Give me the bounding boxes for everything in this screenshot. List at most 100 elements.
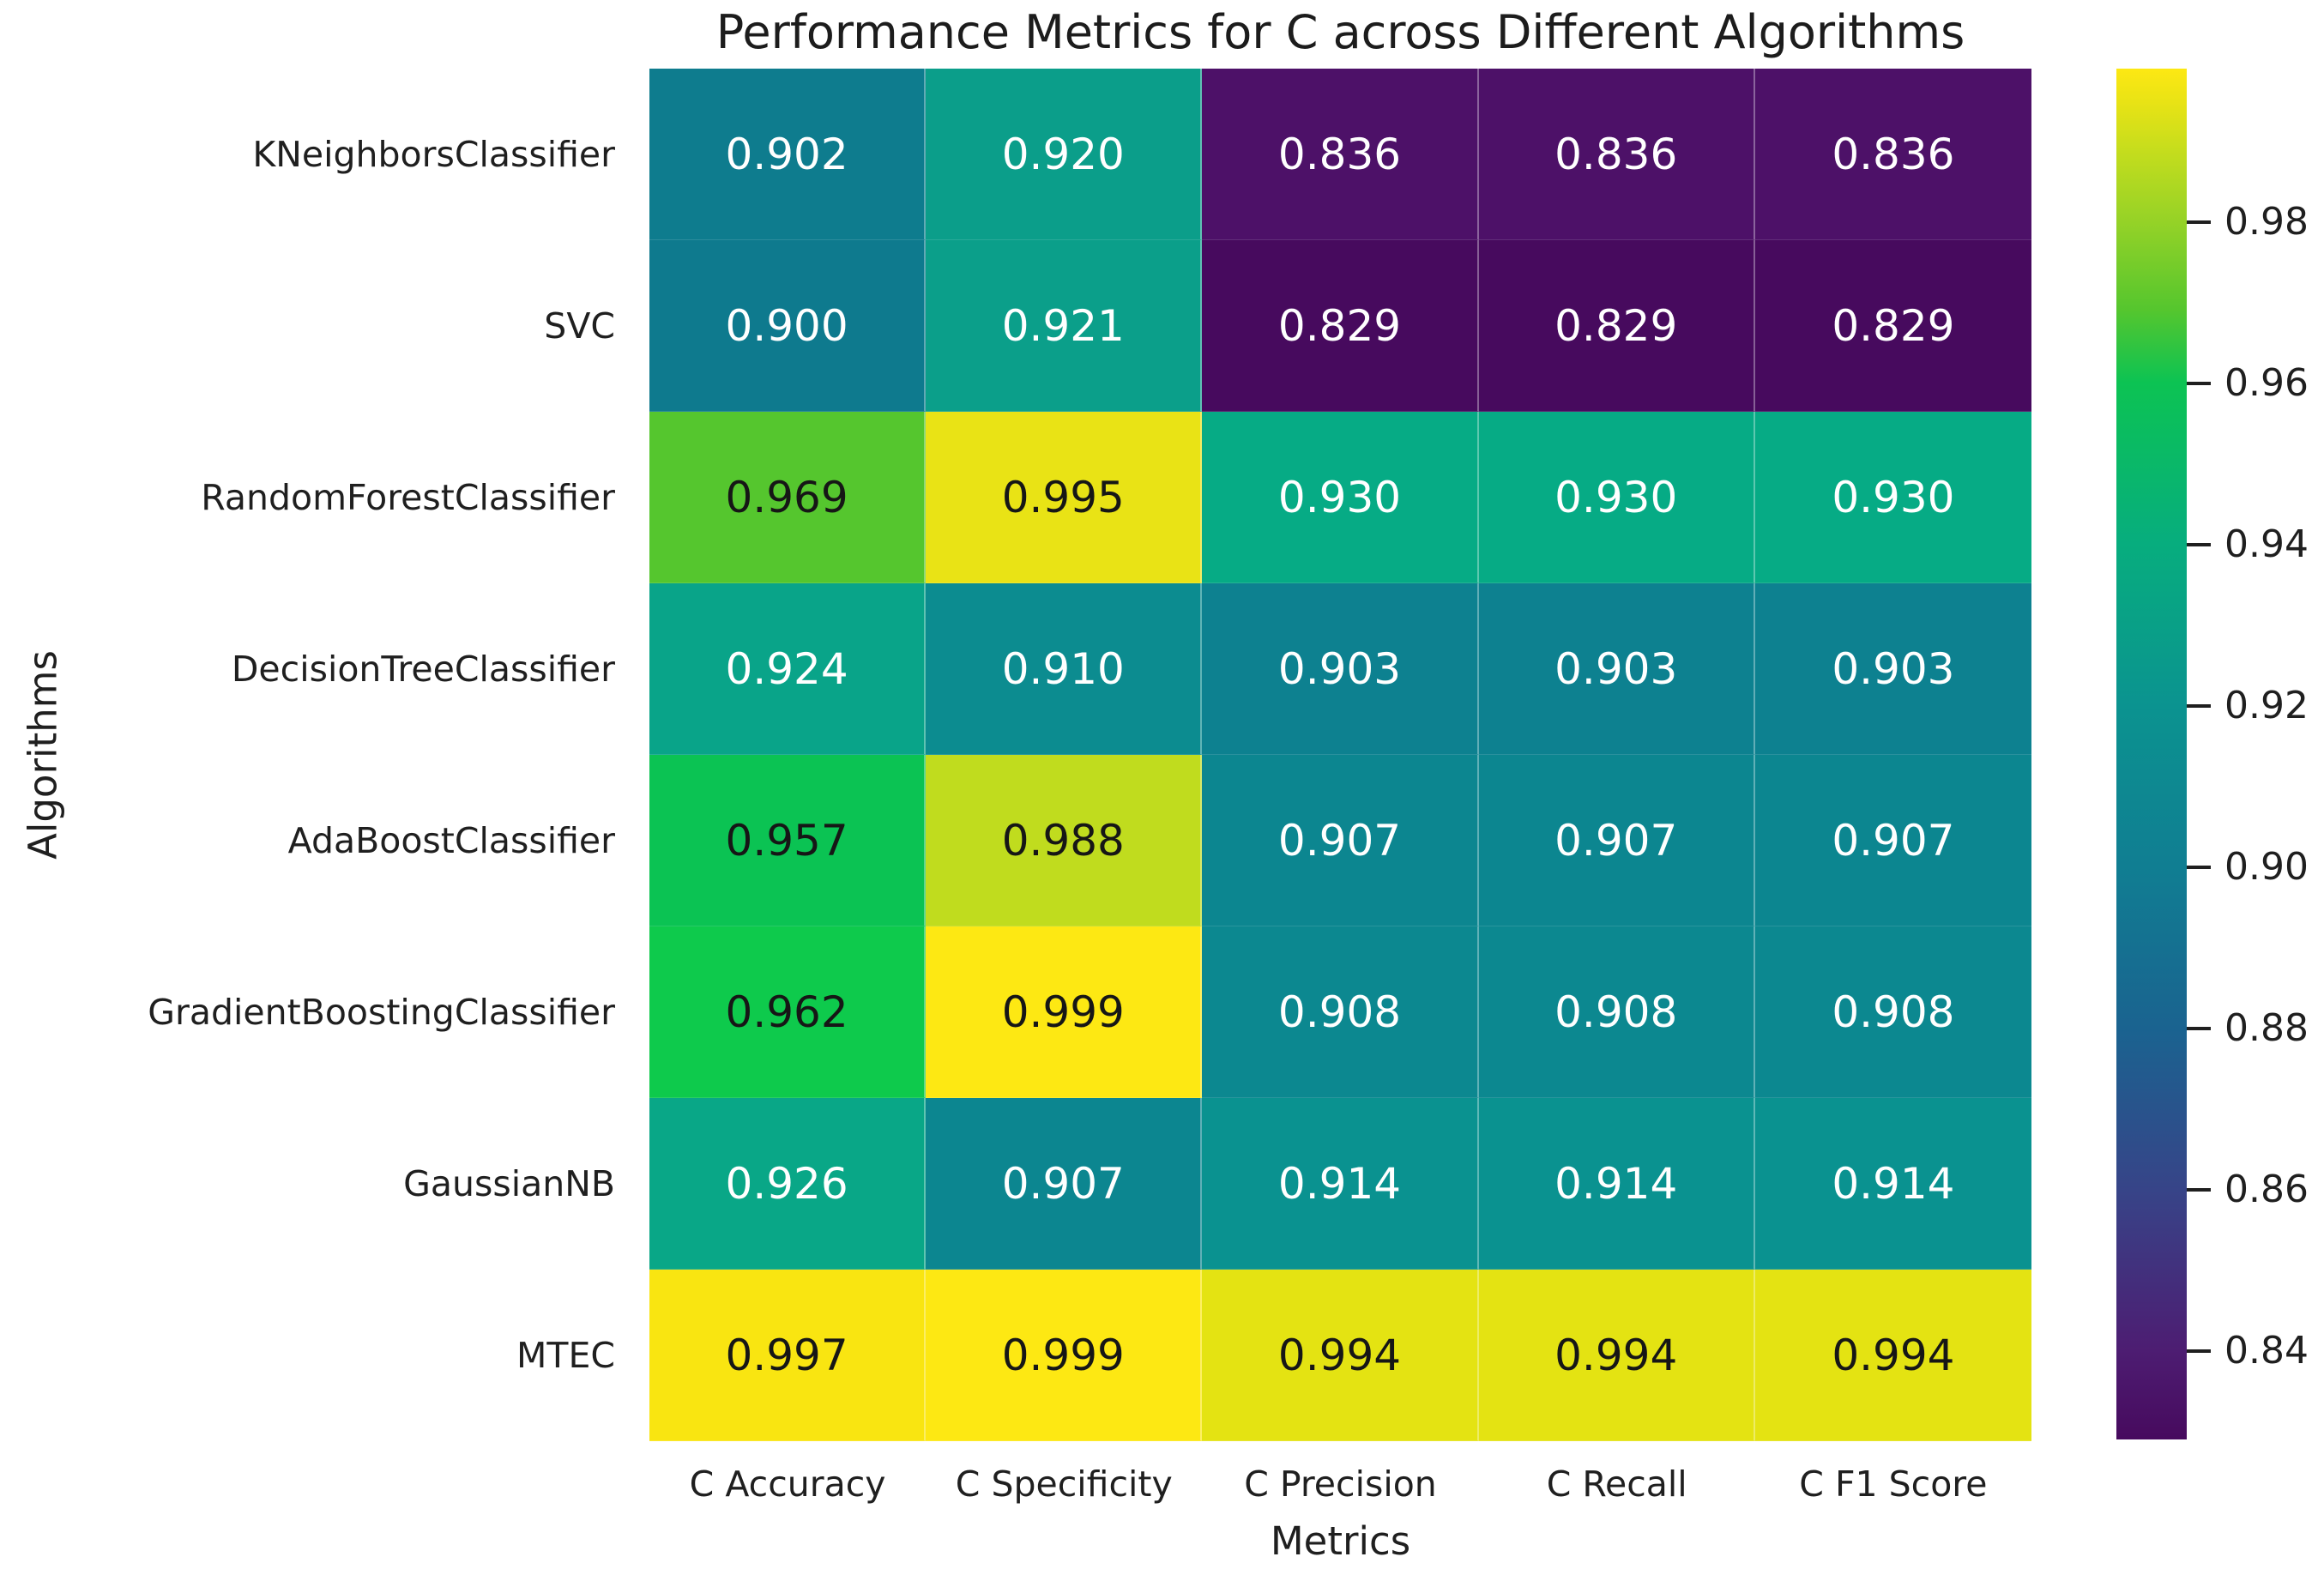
- heatmap-cell: 0.988: [926, 755, 1203, 926]
- x-tick-label: C F1 Score: [1799, 1463, 1988, 1505]
- heatmap-cell: 0.921: [926, 240, 1203, 412]
- heatmap-cell: 0.924: [649, 583, 927, 755]
- heatmap: 0.902 0.920 0.836 0.836 0.836 0.900 0.921 0.829…: [649, 69, 2031, 1441]
- cell-value: 0.829: [1554, 300, 1678, 351]
- heatmap-cell: 0.910: [926, 583, 1203, 755]
- heatmap-cell: 0.995: [926, 412, 1203, 583]
- cell-value: 0.920: [1001, 129, 1125, 179]
- cell-value: 0.903: [1832, 643, 1955, 694]
- cell-value: 0.829: [1832, 300, 1955, 351]
- heatmap-cell: 0.908: [1478, 926, 1755, 1098]
- cell-value: 0.908: [1832, 987, 1955, 1037]
- colorbar-tick: 0.96: [2187, 360, 2309, 405]
- heatmap-cell: 0.994: [1478, 1270, 1755, 1441]
- heatmap-cell: 0.829: [1754, 240, 2031, 412]
- colorbar-tick-mark: [2187, 542, 2211, 546]
- x-tick-labels: C Accuracy C Specificity C Precision C Reca…: [649, 1463, 2031, 1512]
- x-axis-label: Metrics: [1270, 1518, 1411, 1564]
- cell-value: 0.914: [1832, 1158, 1955, 1209]
- cell-value: 0.962: [725, 987, 848, 1037]
- heatmap-cell: 0.836: [1478, 69, 1755, 240]
- chart-title: Performance Metrics for C across Differe…: [715, 5, 1965, 59]
- y-tick-label: RandomForestClassifier: [201, 477, 615, 518]
- cell-value: 0.836: [1277, 129, 1402, 179]
- heatmap-cell: 0.903: [1202, 583, 1479, 755]
- heatmap-cell: 0.930: [1202, 412, 1479, 583]
- colorbar-tick-mark: [2187, 1187, 2211, 1192]
- heatmap-cell: 0.908: [1754, 926, 2031, 1098]
- colorbar-tick: 0.84: [2187, 1328, 2309, 1373]
- y-tick-label: DecisionTreeClassifier: [231, 649, 615, 690]
- cell-value: 0.957: [725, 815, 848, 866]
- x-tick-label: C Accuracy: [689, 1463, 886, 1505]
- heatmap-cell: 0.907: [1202, 755, 1479, 926]
- heatmap-cell: 0.997: [649, 1270, 927, 1441]
- colorbar-tick-label: 0.90: [2224, 844, 2309, 889]
- cell-value: 0.995: [1001, 472, 1125, 522]
- heatmap-cell: 0.914: [1754, 1098, 2031, 1270]
- cell-value: 0.836: [1832, 129, 1955, 179]
- heatmap-cell: 0.957: [649, 755, 927, 926]
- colorbar-tick-mark: [2187, 220, 2211, 224]
- colorbar: [2116, 69, 2187, 1439]
- cell-value: 0.903: [1554, 643, 1678, 694]
- heatmap-cell: 0.920: [926, 69, 1203, 240]
- cell-value: 0.910: [1001, 643, 1125, 694]
- colorbar-tick-label: 0.84: [2224, 1328, 2309, 1373]
- x-tick-label: C Precision: [1244, 1463, 1437, 1505]
- colorbar-tick-mark: [2187, 703, 2211, 708]
- cell-value: 0.999: [1001, 987, 1125, 1037]
- heatmap-cell: 0.903: [1478, 583, 1755, 755]
- heatmap-cell: 0.907: [926, 1098, 1203, 1270]
- heatmap-cell: 0.829: [1202, 240, 1479, 412]
- colorbar-tick-mark: [2187, 1026, 2211, 1030]
- cell-value: 0.914: [1554, 1158, 1678, 1209]
- heatmap-cell: 0.994: [1202, 1270, 1479, 1441]
- heatmap-cell: 0.908: [1202, 926, 1479, 1098]
- heatmap-cell: 0.914: [1202, 1098, 1479, 1270]
- heatmap-cell: 0.999: [926, 1270, 1203, 1441]
- cell-value: 0.907: [1277, 815, 1402, 866]
- y-tick-labels: KNeighborsClassifier SVC RandomForestClass…: [0, 69, 632, 1441]
- cell-value: 0.988: [1001, 815, 1125, 866]
- colorbar-tick: 0.86: [2187, 1170, 2309, 1209]
- colorbar-tick-label: 0.98: [2224, 199, 2309, 244]
- heatmap-cell: 0.902: [649, 69, 927, 240]
- cell-value: 0.914: [1277, 1158, 1402, 1209]
- colorbar-tick-mark: [2187, 381, 2211, 385]
- colorbar-ticks: 0.98 0.96 0.94 0.92 0.90 0.88 0.86 0.84: [2187, 69, 2324, 1439]
- colorbar-tick-label: 0.96: [2224, 360, 2309, 405]
- y-tick-label: GaussianNB: [403, 1163, 615, 1204]
- heatmap-cell: 0.836: [1754, 69, 2031, 240]
- cell-value: 0.907: [1001, 1158, 1125, 1209]
- heatmap-cell: 0.969: [649, 412, 927, 583]
- cell-value: 0.994: [1277, 1330, 1402, 1380]
- cell-value: 0.930: [1277, 472, 1402, 522]
- cell-value: 0.969: [725, 472, 848, 522]
- colorbar-tick-mark: [2187, 865, 2211, 869]
- heatmap-cell: 0.907: [1478, 755, 1755, 926]
- cell-value: 0.908: [1277, 987, 1402, 1037]
- cell-value: 0.997: [725, 1330, 848, 1380]
- heatmap-cell: 0.829: [1478, 240, 1755, 412]
- heatmap-cell: 0.999: [926, 926, 1203, 1098]
- cell-value: 0.994: [1554, 1330, 1678, 1380]
- y-tick-label: MTEC: [516, 1335, 615, 1376]
- colorbar-tick-label: 0.94: [2224, 522, 2309, 566]
- cell-value: 0.926: [725, 1158, 848, 1209]
- cell-value: 0.836: [1554, 129, 1678, 179]
- cell-value: 0.908: [1554, 987, 1678, 1037]
- x-tick-label: C Specificity: [955, 1463, 1173, 1505]
- cell-value: 0.994: [1832, 1330, 1955, 1380]
- heatmap-cell: 0.907: [1754, 755, 2031, 926]
- cell-value: 0.930: [1832, 472, 1955, 522]
- cell-value: 0.924: [725, 643, 848, 694]
- y-tick-label: KNeighborsClassifier: [252, 134, 615, 175]
- y-tick-label: GradientBoostingClassifier: [148, 992, 615, 1033]
- heatmap-cell: 0.903: [1754, 583, 2031, 755]
- heatmap-cell: 0.926: [649, 1098, 927, 1270]
- cell-value: 0.999: [1001, 1330, 1125, 1380]
- colorbar-tick: 0.98: [2187, 199, 2309, 244]
- heatmap-cell: 0.994: [1754, 1270, 2031, 1441]
